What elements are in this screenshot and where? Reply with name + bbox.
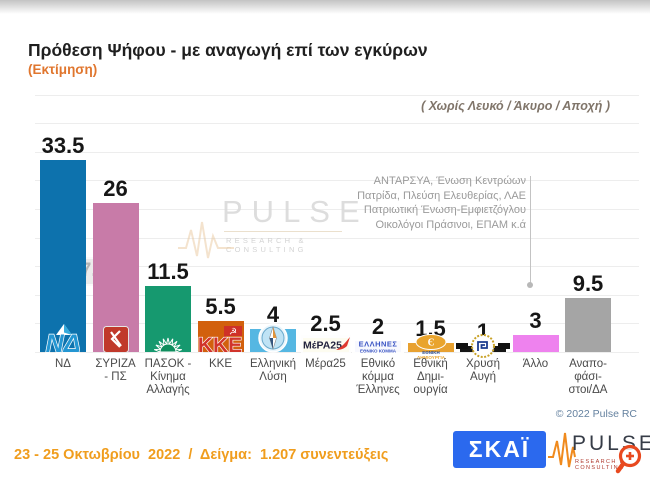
exclusion-note: ( Χωρίς Λευκό / Άκυρο / Αποχή ) — [421, 99, 610, 113]
top-gradient-strip — [0, 0, 650, 14]
party-logo-ethniki-dimiourgia: Є ΕΘΝΙΚΗ ΔΗΜΙΟΥΡΓΙΑ — [411, 334, 451, 365]
gridline — [35, 180, 639, 182]
party-label: Αναπο- φάσι- στοι/ΔΑ — [568, 358, 608, 396]
svg-text:ΕΘΝΙΚΟ ΚΟΜΜΑ: ΕΘΝΙΚΟ ΚΟΜΜΑ — [360, 349, 397, 354]
bar-value-label: 5.5 — [205, 293, 236, 319]
party-label: Εθνικό κόμμα Έλληνες — [356, 358, 400, 396]
annotation-leader-line — [530, 176, 531, 283]
watermark-rule — [224, 231, 342, 232]
party-logo-syriza — [102, 326, 129, 358]
annotation-line: Πατρίδα, Πλεύση Ελευθερίας, ΛΑΕ — [357, 189, 526, 202]
party-label: Μέρα25 — [305, 358, 346, 370]
pulse-waveform-icon — [178, 221, 234, 259]
pulse-waveform-icon — [548, 432, 576, 468]
party-label: ΝΔ — [55, 358, 71, 370]
bar-ΝΔ — [40, 160, 86, 352]
bar-value-label: 4 — [266, 302, 280, 328]
svg-text:ΜέΡΑ25: ΜέΡΑ25 — [303, 340, 342, 352]
svg-text:ΕΘΝΙΚΗ: ΕΘΝΙΚΗ — [422, 350, 440, 355]
gridline — [35, 94, 639, 96]
party-logo-nd-flag: ΝΔ — [37, 323, 89, 360]
gridline — [35, 237, 639, 239]
bar-value-label: 33.5 — [41, 133, 85, 159]
gridline — [35, 294, 639, 296]
annotation-line: Οικολόγοι Πράσινοι, ΕΠΑΜ κ.ά — [375, 218, 526, 231]
bar-value-label: 2 — [371, 313, 385, 339]
svg-text:ΕΛΛΗΝΕΣ: ΕΛΛΗΝΕΣ — [359, 340, 398, 349]
svg-text:Є: Є — [427, 338, 434, 349]
party-label: Ελληνική Λύση — [249, 358, 297, 383]
watermark-tagline: RESEARCH & CONSULTING — [226, 236, 307, 254]
copyright-text: © 2022 Pulse RC — [555, 408, 637, 420]
party-label: Χρυσή Αυγή — [466, 358, 500, 383]
bar-value-label: 26 — [103, 176, 128, 202]
party-logo-kke: ☭ ΚΚΕ — [197, 324, 244, 359]
bar-value-label: 11.5 — [147, 259, 189, 285]
party-label: ΣΥΡΙΖΑ - ΠΣ — [95, 358, 136, 383]
page-title: Πρόθεση Ψήφου - με αναγωγή επί των εγκύρ… — [28, 40, 428, 60]
zoom-magnifier-button[interactable] — [612, 443, 648, 476]
fieldwork-dates-sample: 23 - 25 Οκτωβρίου 2022 / Δείγμα: 1.207 σ… — [14, 447, 389, 463]
party-logo-elliniki-lysi-compass — [258, 323, 288, 358]
bar-value-label: 2.5 — [310, 310, 341, 336]
gridline — [35, 323, 639, 325]
svg-text:ΚΚΕ: ΚΚΕ — [198, 334, 242, 354]
bar-Αναποφάσιστοι/ΔΑ — [565, 297, 611, 352]
gridline — [35, 123, 639, 125]
party-logo-ellines: ΕΛΛΗΝΕΣ ΕΘΝΙΚΟ ΚΟΜΜΑ — [352, 338, 404, 359]
gridline — [35, 151, 639, 153]
bar-value-label: 9.5 — [572, 270, 604, 296]
annotation-line: Πατριωτική Ένωση-Εμφιετζόγλου — [363, 204, 526, 216]
svg-text:ΝΔ: ΝΔ — [46, 330, 81, 355]
party-label: ΚΚΕ — [208, 358, 232, 370]
annotation-line: ΑΝΤΑΡΣΥΑ, Ένωση Κεντρώων — [373, 175, 526, 187]
pulse-logo-tagline: RESEARCH & CONSULTING — [575, 459, 625, 471]
bar-value-label: 3 — [529, 307, 542, 333]
skai-logo: ΣΚΑΪ — [453, 431, 546, 468]
gridline — [35, 266, 639, 268]
svg-text:ΔΗΜΙΟΥΡΓΙΑ: ΔΗΜΙΟΥΡΓΙΑ — [416, 355, 445, 360]
party-logo-xrysi-avgi — [456, 334, 510, 365]
party-logo-pasok-sun — [147, 328, 189, 361]
party-label: Εθνική Δημι- ουργία — [413, 358, 448, 396]
bar-ΚΚΕ — [197, 320, 244, 352]
svg-text:☭: ☭ — [228, 327, 236, 337]
party-label: ΠΑΣΟΚ - Κίνημα Αλλαγής — [144, 358, 192, 396]
minor-parties-annotation: ΑΝΤΑΡΣΥΑ, Ένωση Κεντρώων Πατρίδα, Πλεύση … — [357, 174, 526, 232]
bar-Άλλο — [512, 334, 559, 352]
estimate-subtitle: (Εκτίμηση) — [28, 62, 98, 77]
party-label: Άλλο — [522, 358, 549, 370]
watermark-name: PULSE — [222, 194, 369, 229]
annotation-leader-dot — [527, 282, 533, 288]
party-logo-mera25: ΜέΡΑ25 — [300, 335, 351, 358]
pulse-watermark: PULSE RESEARCH & CONSULTING — [178, 194, 372, 259]
gridline — [35, 209, 639, 211]
